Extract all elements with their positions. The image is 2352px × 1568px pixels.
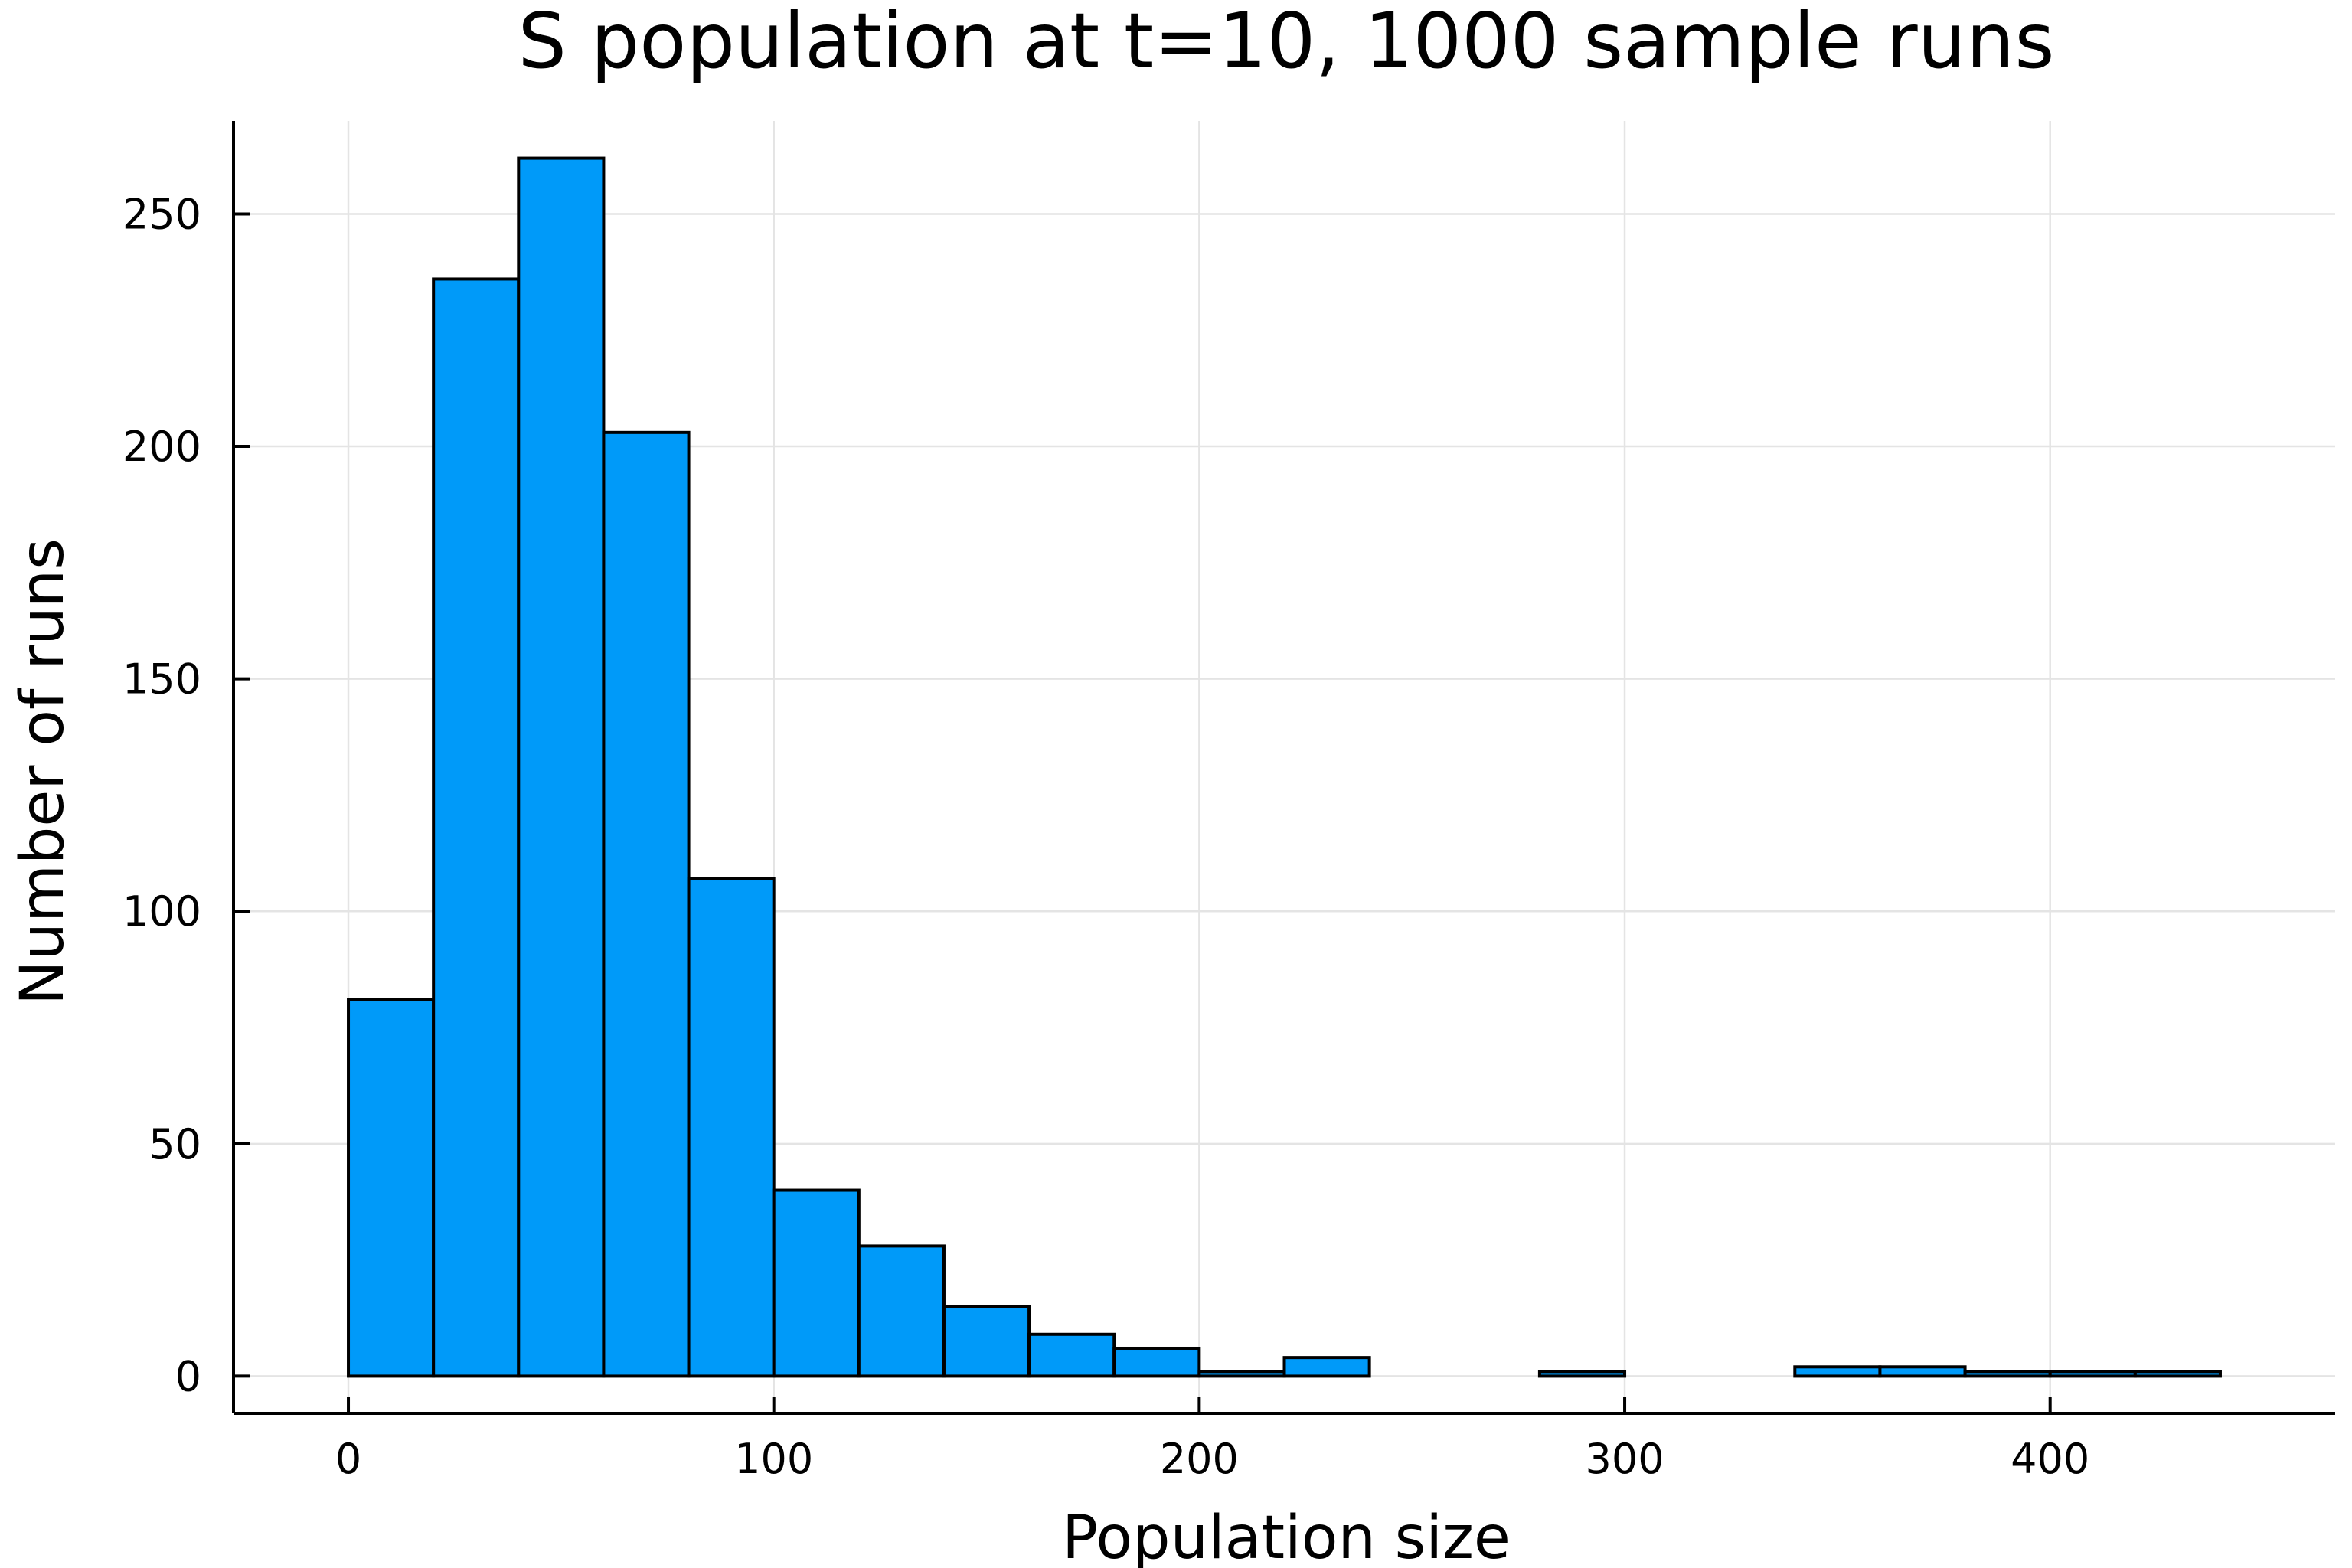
x-tick-label: 0 [335,1435,361,1483]
histogram-bar [1027,1332,1116,1378]
histogram-bar [1282,1356,1371,1378]
histogram-bar [1112,1346,1201,1378]
y-tick-label: 50 [149,1120,201,1168]
histogram-bar [517,156,606,1378]
histogram-bar [1197,1370,1286,1378]
histogram-bar [1963,1370,2052,1378]
histogram-bar [687,877,776,1378]
y-tick-label: 250 [122,190,201,238]
histogram-bar [1878,1365,1967,1378]
ticks-layer: 0 100 200 300 400 0 50 100 150 200 250 [122,190,2089,1483]
histogram-bar [602,430,691,1378]
bars-layer [347,156,2222,1378]
x-tick-label: 400 [2011,1435,2089,1483]
histogram-bar [772,1188,861,1378]
histogram-bar [1793,1365,1882,1378]
histogram-bar [2048,1370,2137,1378]
y-tick-label: 150 [122,655,201,704]
chart-title: S population at t=10, 1000 sample runs [518,0,2055,86]
histogram-bar [942,1305,1031,1378]
histogram-bar [1537,1370,1627,1378]
histogram-bar [432,277,521,1378]
axes-layer [232,121,2335,1415]
x-tick-label: 200 [1160,1435,1239,1483]
histogram-bar [857,1244,946,1378]
histogram-bar [2133,1370,2222,1378]
x-tick-label: 100 [734,1435,813,1483]
y-tick-label: 0 [175,1352,201,1400]
x-tick-label: 300 [1585,1435,1664,1483]
histogram-bar [347,998,436,1378]
x-axis-label: Population size [1062,1504,1511,1568]
y-axis-label: Number of runs [8,538,77,1005]
y-tick-label: 100 [122,887,201,936]
y-tick-label: 200 [122,423,201,471]
